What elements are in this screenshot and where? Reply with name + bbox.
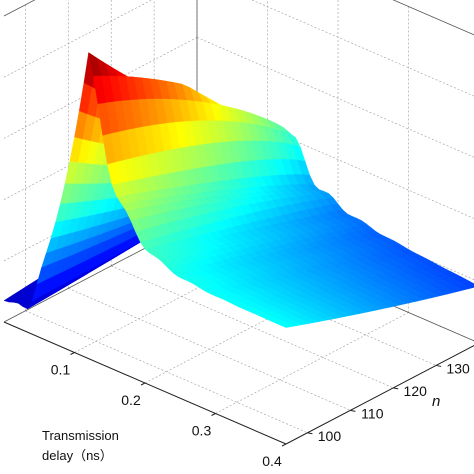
x-tick-label: 0.3 (192, 423, 212, 439)
grid-line (215, 312, 409, 414)
grid-line (196, 98, 474, 219)
grid-line (251, 0, 474, 97)
x-tick (211, 413, 216, 416)
y-tick (436, 364, 442, 367)
x-tick-label: 0.4 (262, 453, 282, 469)
axis-box-edge (3, 0, 36, 17)
y-tick (393, 387, 399, 390)
y-tick-label: 130 (446, 360, 470, 376)
grid-line (68, 288, 351, 411)
y-tick (307, 432, 313, 435)
x-tick (281, 443, 287, 447)
surface-patch (280, 323, 295, 328)
tick-labels: 0.10.20.30.4100110120130140 (51, 352, 470, 469)
grid-line (25, 310, 308, 434)
grid-line (111, 265, 394, 389)
y-axis-label: n (432, 393, 440, 410)
x-tick-label: 0.2 (121, 392, 141, 408)
axis-line (285, 345, 474, 445)
grid-line (196, 37, 474, 158)
x-tick (70, 352, 75, 355)
y-tick-label: 110 (361, 405, 384, 421)
x-tick-label: 0.1 (51, 362, 71, 378)
surface (3, 52, 474, 328)
y-tick-label: 120 (404, 383, 428, 399)
x-axis-label-line2: delay（ns） (42, 448, 113, 463)
x-axis-label-line1: Transmission (42, 428, 119, 443)
x-tick (140, 382, 146, 386)
axis-box-edge (392, 0, 474, 36)
grid-line (3, 0, 153, 78)
y-tick-label: 100 (318, 428, 342, 444)
y-tick (350, 409, 356, 412)
